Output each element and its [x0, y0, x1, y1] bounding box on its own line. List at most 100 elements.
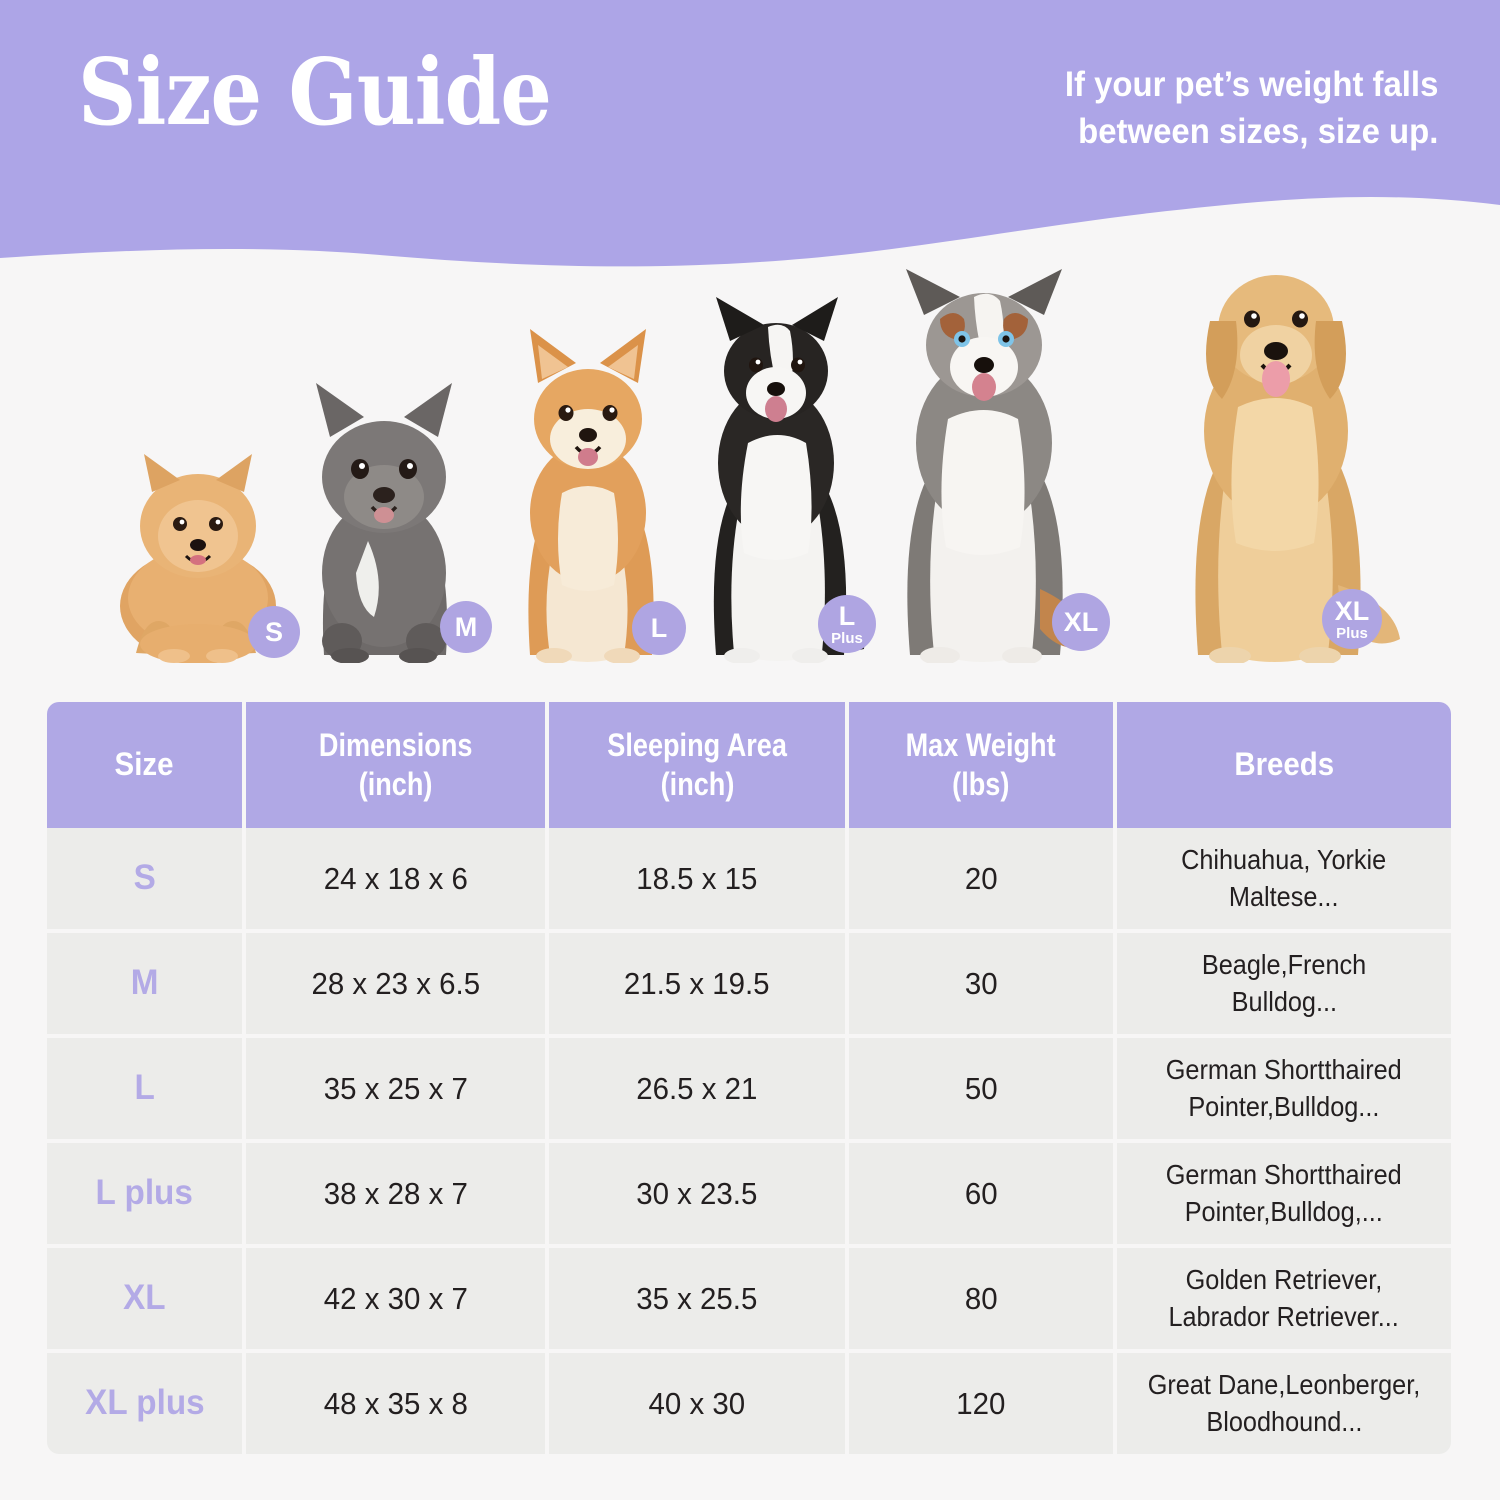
cell-size-label: M	[130, 963, 159, 1003]
dog-border-collie: L Plus	[672, 293, 882, 663]
cell-sleeping-area-value: 18.5 x 15	[636, 860, 758, 896]
column-header-dimensions-line1: Dimensions	[318, 726, 473, 763]
cell-sleeping-area: 21.5 x 19.5	[549, 933, 845, 1034]
cell-breeds: German Shortthaired Pointer,Bulldog,...	[1116, 1143, 1451, 1244]
cell-breeds-line1: Golden Retriever,	[1185, 1264, 1383, 1296]
dog-golden-retriever: XL Plus	[1152, 245, 1412, 663]
cell-dimensions: 28 x 23 x 6.5	[245, 933, 546, 1034]
header-banner: Size Guide If your pet’s weight falls be…	[0, 0, 1500, 275]
size-badge-l-label: L	[650, 612, 668, 643]
cell-sleeping-area-value: 40 x 30	[648, 1385, 746, 1421]
table-row: S 24 x 18 x 6 18.5 x 15 20 Chihuahua, Yo…	[47, 828, 1451, 929]
cell-max-weight-value: 120	[956, 1385, 1006, 1421]
cell-breeds: Beagle,French Bulldog...	[1116, 933, 1451, 1034]
cell-max-weight: 80	[848, 1248, 1113, 1349]
cell-sleeping-area: 40 x 30	[549, 1353, 845, 1454]
cell-dimensions-value: 38 x 28 x 7	[323, 1175, 468, 1211]
cell-sleeping-area-value: 30 x 23.5	[636, 1175, 758, 1211]
cell-size-label: L plus	[95, 1173, 194, 1213]
cell-size: S	[47, 828, 242, 929]
cell-size: M	[47, 933, 242, 1034]
column-header-sleeping-area-line2: (inch)	[660, 766, 734, 802]
cell-sleeping-area: 18.5 x 15	[549, 828, 845, 929]
cell-dimensions-value: 42 x 30 x 7	[323, 1280, 468, 1316]
cell-breeds-line2: Maltese...	[1229, 880, 1339, 912]
cell-sleeping-area: 26.5 x 21	[549, 1038, 845, 1139]
cell-max-weight: 60	[848, 1143, 1113, 1244]
cell-size-label: XL	[123, 1278, 166, 1318]
cell-sleeping-area-value: 26.5 x 21	[636, 1070, 758, 1106]
cell-sleeping-area: 35 x 25.5	[549, 1248, 845, 1349]
dog-french-bulldog: M	[272, 373, 497, 663]
column-header-size: Size	[47, 702, 242, 828]
cell-breeds-line2: Pointer,Bulldog...	[1188, 1090, 1380, 1122]
dog-shiba-inu: L	[480, 323, 695, 663]
cell-sleeping-area: 30 x 23.5	[549, 1143, 845, 1244]
table-row: L 35 x 25 x 7 26.5 x 21 50 German Shortt…	[47, 1038, 1451, 1139]
table-body: S 24 x 18 x 6 18.5 x 15 20 Chihuahua, Yo…	[47, 828, 1451, 1454]
table-row: XL 42 x 30 x 7 35 x 25.5 80 Golden Retri…	[47, 1248, 1451, 1349]
cell-breeds-line1: Great Dane,Leonberger,	[1147, 1369, 1421, 1401]
column-header-sleeping-area: Sleeping Area (inch)	[549, 702, 845, 828]
cell-max-weight: 30	[848, 933, 1113, 1034]
cell-breeds-line2: Bulldog...	[1231, 985, 1337, 1017]
size-badge-xl: XL	[1052, 593, 1110, 651]
dog-lineup: S	[0, 255, 1500, 675]
cell-size-label: XL plus	[84, 1383, 205, 1423]
page-title: Size Guide	[78, 38, 552, 146]
table-row: L plus 38 x 28 x 7 30 x 23.5 60 German S…	[47, 1143, 1451, 1244]
table-header-row: Size Dimensions (inch) Sleeping Area (in…	[47, 702, 1451, 828]
table-row: M 28 x 23 x 6.5 21.5 x 19.5 30 Beagle,Fr…	[47, 933, 1451, 1034]
cell-size: XL plus	[47, 1353, 242, 1454]
cell-dimensions: 48 x 35 x 8	[245, 1353, 546, 1454]
column-header-breeds-label: Breeds	[1234, 746, 1334, 783]
cell-dimensions: 24 x 18 x 6	[245, 828, 546, 929]
cell-breeds: German Shortthaired Pointer,Bulldog...	[1116, 1038, 1451, 1139]
cell-max-weight-value: 20	[964, 860, 998, 896]
column-header-size-label: Size	[114, 746, 174, 783]
size-table: Size Dimensions (inch) Sleeping Area (in…	[47, 702, 1451, 1454]
size-badge-s-label: S	[264, 616, 283, 647]
size-badge-l-plus-label: L	[838, 600, 856, 631]
dog-pomeranian: S	[96, 448, 301, 663]
cell-dimensions-value: 28 x 23 x 6.5	[311, 965, 480, 1001]
dog-australian-shepherd: XL	[862, 263, 1112, 663]
size-badge-xl-plus: XL Plus	[1322, 589, 1382, 649]
size-badge-xl-label: XL	[1063, 606, 1099, 637]
size-badge-s: S	[248, 606, 300, 658]
column-header-max-weight: Max Weight (lbs)	[848, 702, 1113, 828]
cell-breeds-line1: German Shortthaired	[1165, 1159, 1402, 1191]
cell-sleeping-area-value: 35 x 25.5	[636, 1280, 758, 1316]
column-header-dimensions: Dimensions (inch)	[245, 702, 546, 828]
cell-dimensions: 38 x 28 x 7	[245, 1143, 546, 1244]
cell-size: L plus	[47, 1143, 242, 1244]
column-header-breeds: Breeds	[1116, 702, 1451, 828]
banner-subtitle: If your pet’s weight falls between sizes…	[1064, 62, 1438, 155]
cell-breeds-line2: Pointer,Bulldog,...	[1184, 1195, 1383, 1227]
banner-wave-shape	[0, 0, 1500, 267]
size-badge-xl-plus-label: XL	[1334, 595, 1370, 626]
column-header-max-weight-line2: (lbs)	[952, 766, 1010, 802]
cell-max-weight-value: 50	[964, 1070, 998, 1106]
size-badge-l: L	[632, 601, 686, 655]
cell-sleeping-area-value: 21.5 x 19.5	[624, 965, 771, 1001]
cell-max-weight-value: 60	[964, 1175, 998, 1211]
cell-size-label: L	[134, 1068, 155, 1108]
column-header-max-weight-line1: Max Weight	[905, 726, 1056, 763]
cell-max-weight: 20	[848, 828, 1113, 929]
column-header-dimensions-line2: (inch)	[358, 766, 433, 802]
banner-subtitle-line1: If your pet’s weight falls	[1064, 65, 1438, 104]
cell-size: XL	[47, 1248, 242, 1349]
size-badge-l-plus: L Plus	[818, 595, 876, 653]
cell-breeds: Golden Retriever, Labrador Retriever...	[1116, 1248, 1451, 1349]
cell-breeds-line2: Labrador Retriever...	[1168, 1300, 1400, 1332]
cell-breeds-line1: Chihuahua, Yorkie	[1181, 844, 1387, 876]
cell-breeds-line2: Bloodhound...	[1205, 1405, 1362, 1437]
cell-max-weight-value: 80	[964, 1280, 998, 1316]
cell-breeds: Great Dane,Leonberger, Bloodhound...	[1116, 1353, 1451, 1454]
column-header-sleeping-area-line1: Sleeping Area	[607, 726, 787, 763]
cell-max-weight: 50	[848, 1038, 1113, 1139]
cell-size: L	[47, 1038, 242, 1139]
cell-size-label: S	[133, 858, 156, 898]
size-badge-m: M	[440, 601, 492, 653]
